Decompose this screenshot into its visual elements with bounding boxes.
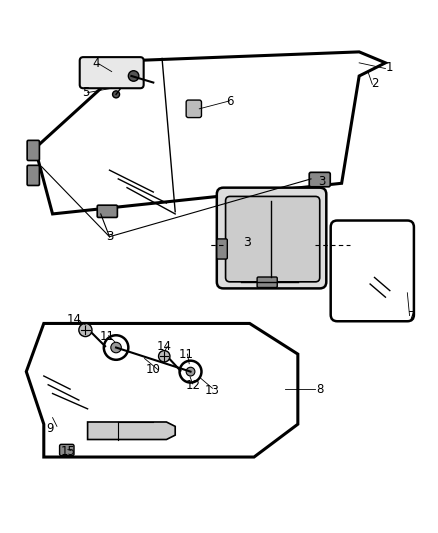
Circle shape (79, 324, 92, 336)
FancyBboxPatch shape (309, 172, 330, 187)
Text: 6: 6 (226, 95, 234, 108)
Text: 10: 10 (146, 363, 161, 376)
FancyBboxPatch shape (97, 205, 117, 217)
Text: 11: 11 (100, 330, 115, 343)
Circle shape (128, 71, 139, 81)
FancyBboxPatch shape (217, 188, 326, 288)
Circle shape (186, 367, 195, 376)
Text: 4: 4 (92, 57, 100, 70)
Polygon shape (88, 422, 175, 440)
FancyBboxPatch shape (217, 239, 227, 259)
Text: 5: 5 (82, 86, 89, 99)
Text: 12: 12 (185, 379, 200, 392)
Text: 3: 3 (244, 236, 251, 249)
FancyBboxPatch shape (27, 165, 39, 185)
Text: 14: 14 (67, 313, 82, 326)
Text: 1: 1 (386, 61, 394, 74)
Circle shape (159, 351, 170, 362)
Circle shape (113, 91, 120, 98)
Text: 15: 15 (60, 445, 75, 458)
Circle shape (111, 342, 121, 353)
Text: 13: 13 (205, 384, 220, 397)
FancyBboxPatch shape (226, 197, 320, 282)
Text: 14: 14 (157, 340, 172, 353)
FancyBboxPatch shape (80, 57, 144, 88)
Text: 2: 2 (371, 77, 378, 90)
Text: 11: 11 (179, 349, 194, 361)
FancyBboxPatch shape (257, 277, 277, 287)
Text: 3: 3 (106, 230, 113, 243)
Text: 7: 7 (408, 310, 416, 324)
Text: 9: 9 (46, 422, 54, 435)
FancyBboxPatch shape (60, 445, 74, 456)
Text: 3: 3 (318, 175, 325, 188)
FancyBboxPatch shape (27, 140, 39, 160)
Text: 8: 8 (316, 383, 323, 395)
FancyBboxPatch shape (186, 100, 201, 118)
